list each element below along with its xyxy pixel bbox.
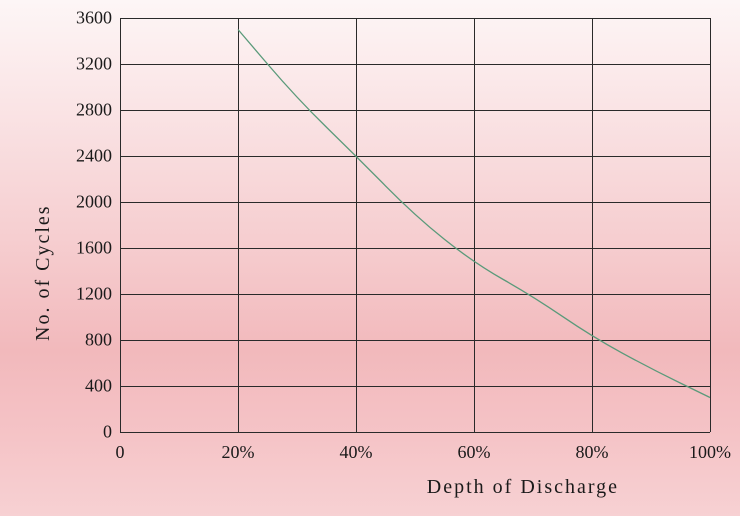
y-tick-label: 3600	[56, 8, 112, 29]
y-tick-label: 2000	[56, 192, 112, 213]
y-tick-label: 1600	[56, 238, 112, 259]
x-tick-label: 20%	[222, 442, 255, 463]
plot-area	[120, 18, 710, 432]
y-tick-label: 2400	[56, 146, 112, 167]
x-tick-label: 60%	[458, 442, 491, 463]
cycles-vs-dod-chart: No. of Cycles Depth of Discharge 0 400 800…	[0, 0, 740, 516]
gridline-vertical	[710, 18, 711, 432]
line-series	[120, 18, 710, 432]
y-tick-label: 1200	[56, 284, 112, 305]
y-tick-label: 800	[56, 330, 112, 351]
x-tick-label: 100%	[689, 442, 731, 463]
x-tick-label: 40%	[340, 442, 373, 463]
x-tick-label: 80%	[576, 442, 609, 463]
y-tick-label: 3200	[56, 54, 112, 75]
x-tick-label: 0	[116, 442, 125, 463]
x-axis-title: Depth of Discharge	[427, 476, 619, 499]
y-tick-label: 2800	[56, 100, 112, 121]
y-tick-label: 400	[56, 376, 112, 397]
y-axis-title: No. of Cycles	[32, 204, 55, 341]
y-tick-label: 0	[56, 422, 112, 443]
gridline-horizontal	[120, 432, 710, 433]
